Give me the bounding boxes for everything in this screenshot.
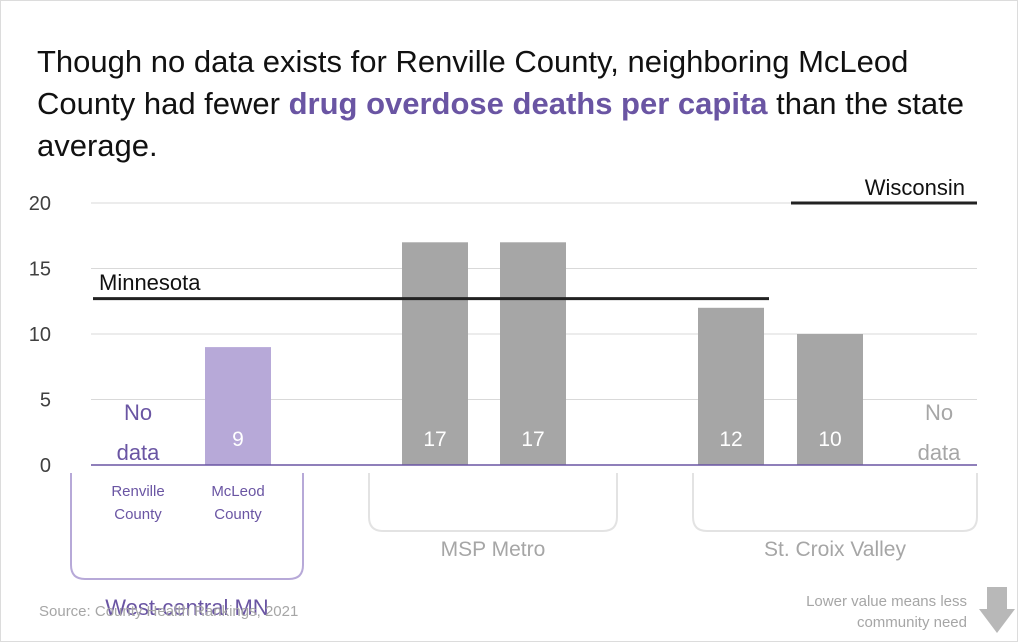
bar [797, 334, 863, 465]
bar-value-label: 12 [719, 428, 742, 451]
bar-value-label: 9 [232, 428, 244, 451]
bar [698, 307, 764, 465]
bar-value-label: 17 [521, 428, 544, 451]
bar [402, 242, 468, 465]
group-label: St. Croix Valley [764, 538, 906, 561]
y-tick-label: 10 [29, 324, 51, 346]
title-text: Though no data exists for Renville Count… [37, 44, 909, 121]
source-note: Source: County Health Rankings, 2021 [39, 603, 299, 620]
chart-title: Though no data exists for Renville Count… [37, 41, 997, 167]
y-tick-label: 0 [40, 455, 51, 477]
no-data-label: No [925, 400, 953, 425]
y-tick-label: 15 [29, 259, 51, 281]
bar [205, 347, 271, 465]
no-data-label: data [117, 440, 161, 465]
group-label: MSP Metro [441, 538, 546, 561]
group-bracket [692, 473, 978, 532]
note-line-1: Lower value means less [806, 593, 967, 610]
title-text-end: than the state average. [37, 86, 964, 163]
reference-line-label: Wisconsin [865, 175, 965, 200]
reference-line-label: Minnesota [99, 270, 201, 295]
note-line-2: community need [856, 614, 967, 631]
no-data-label: No [124, 400, 152, 425]
group-bracket [368, 473, 618, 532]
bar-value-label: 10 [818, 428, 841, 451]
interpretation-note: Lower value means less community need [741, 591, 967, 633]
category-label: County [114, 506, 162, 523]
down-arrow-icon [979, 587, 1015, 633]
bar-value-label: 17 [423, 428, 446, 451]
title-highlight: drug overdose deaths per capita [288, 86, 768, 121]
bar [500, 242, 566, 465]
y-tick-label: 20 [29, 193, 51, 215]
group-bracket [70, 473, 304, 580]
category-label: Renville [111, 483, 164, 500]
category-label: County [214, 506, 262, 523]
group-label: West-central MN [105, 595, 268, 620]
no-data-label: data [918, 440, 962, 465]
category-label: McLeod [211, 483, 264, 500]
y-tick-label: 5 [40, 390, 51, 412]
